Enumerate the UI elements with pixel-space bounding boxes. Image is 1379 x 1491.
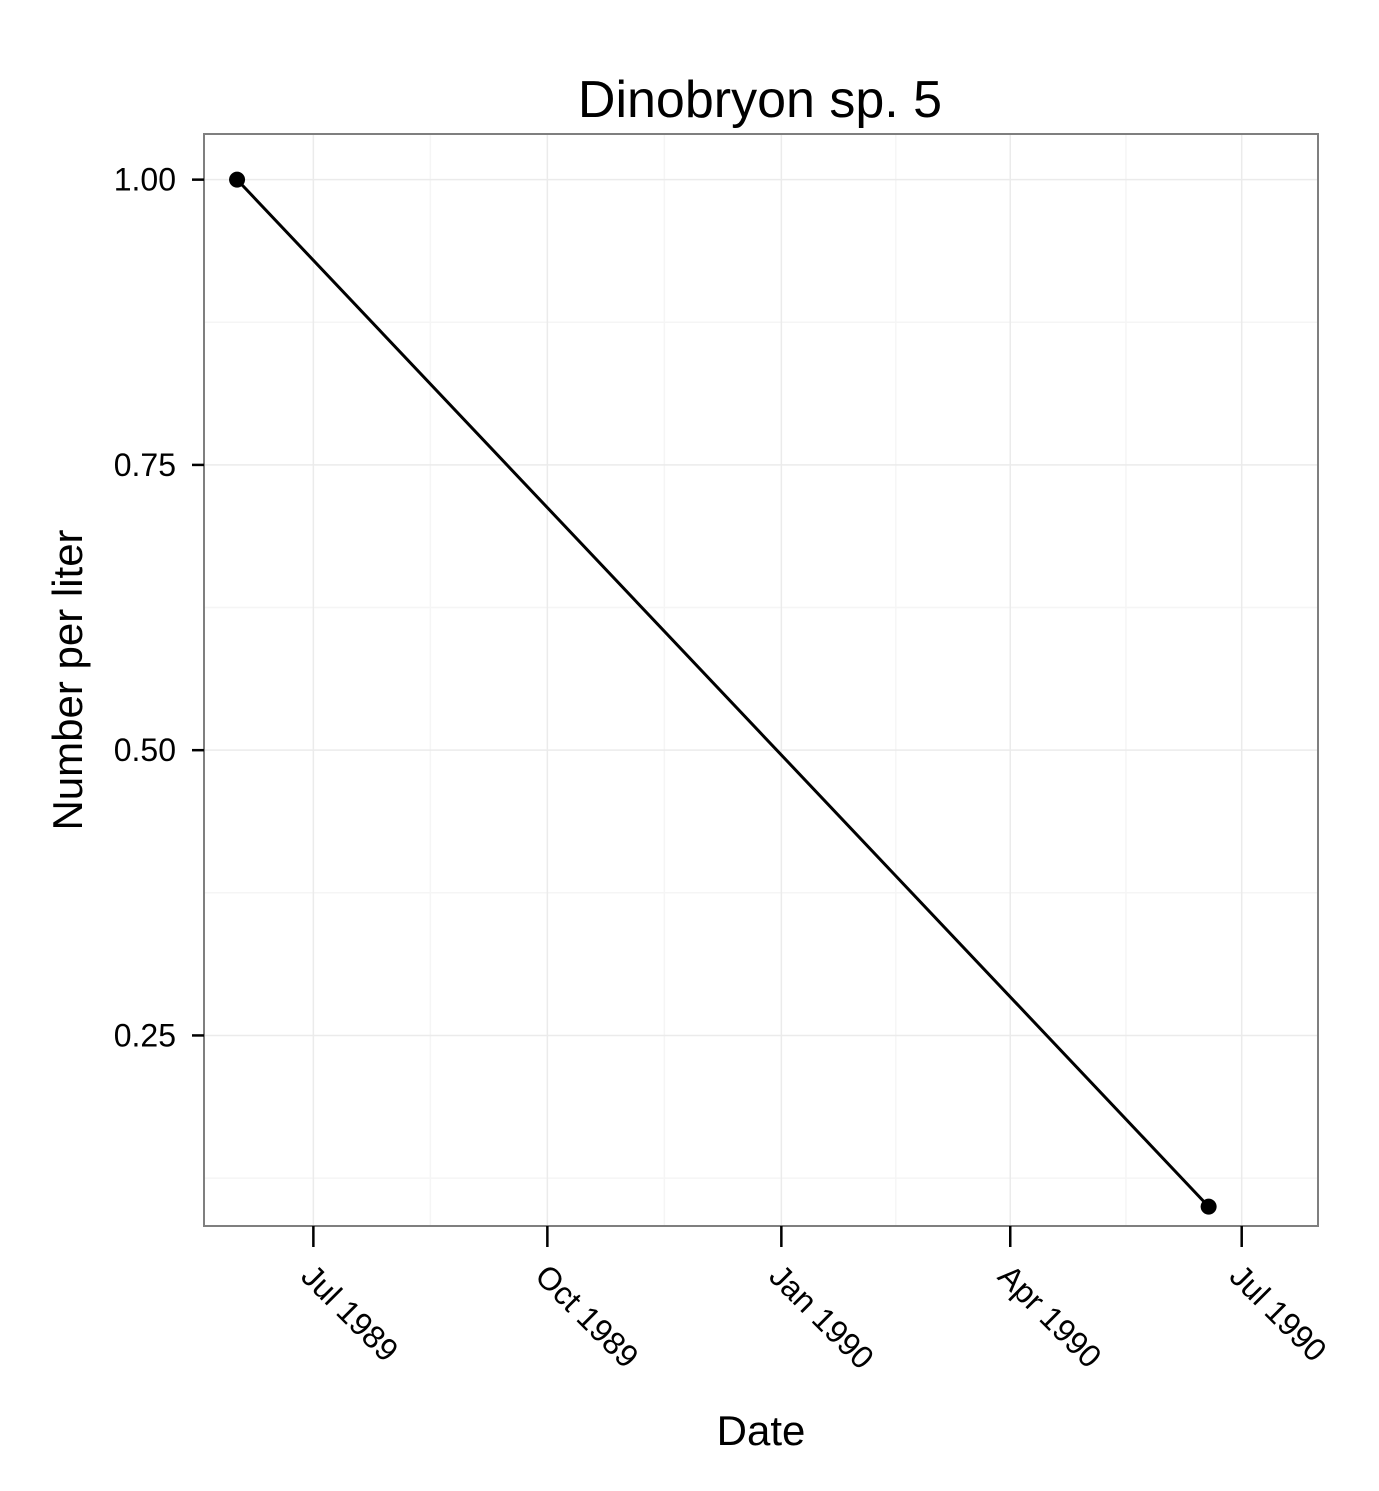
y-axis: 0.25 0.50 0.75 1.00: [114, 162, 204, 1053]
y-axis-title: Number per liter: [44, 529, 91, 830]
data-point: [229, 171, 246, 188]
y-tick-label: 0.25: [114, 1017, 176, 1053]
chart-title: Dinobryon sp. 5: [578, 71, 942, 129]
series-layer: [229, 171, 1217, 1215]
plot-panel-border: [203, 133, 1319, 1227]
minor-gridlines: [204, 134, 1318, 1226]
series-line: [235, 178, 1210, 1208]
y-tick-label: 1.00: [114, 162, 176, 198]
major-gridlines: [204, 134, 1318, 1226]
x-axis-title: Date: [717, 1407, 806, 1454]
data-point: [1200, 1198, 1217, 1215]
y-tick-label: 0.75: [114, 447, 176, 483]
y-tick-label: 0.50: [114, 732, 176, 768]
